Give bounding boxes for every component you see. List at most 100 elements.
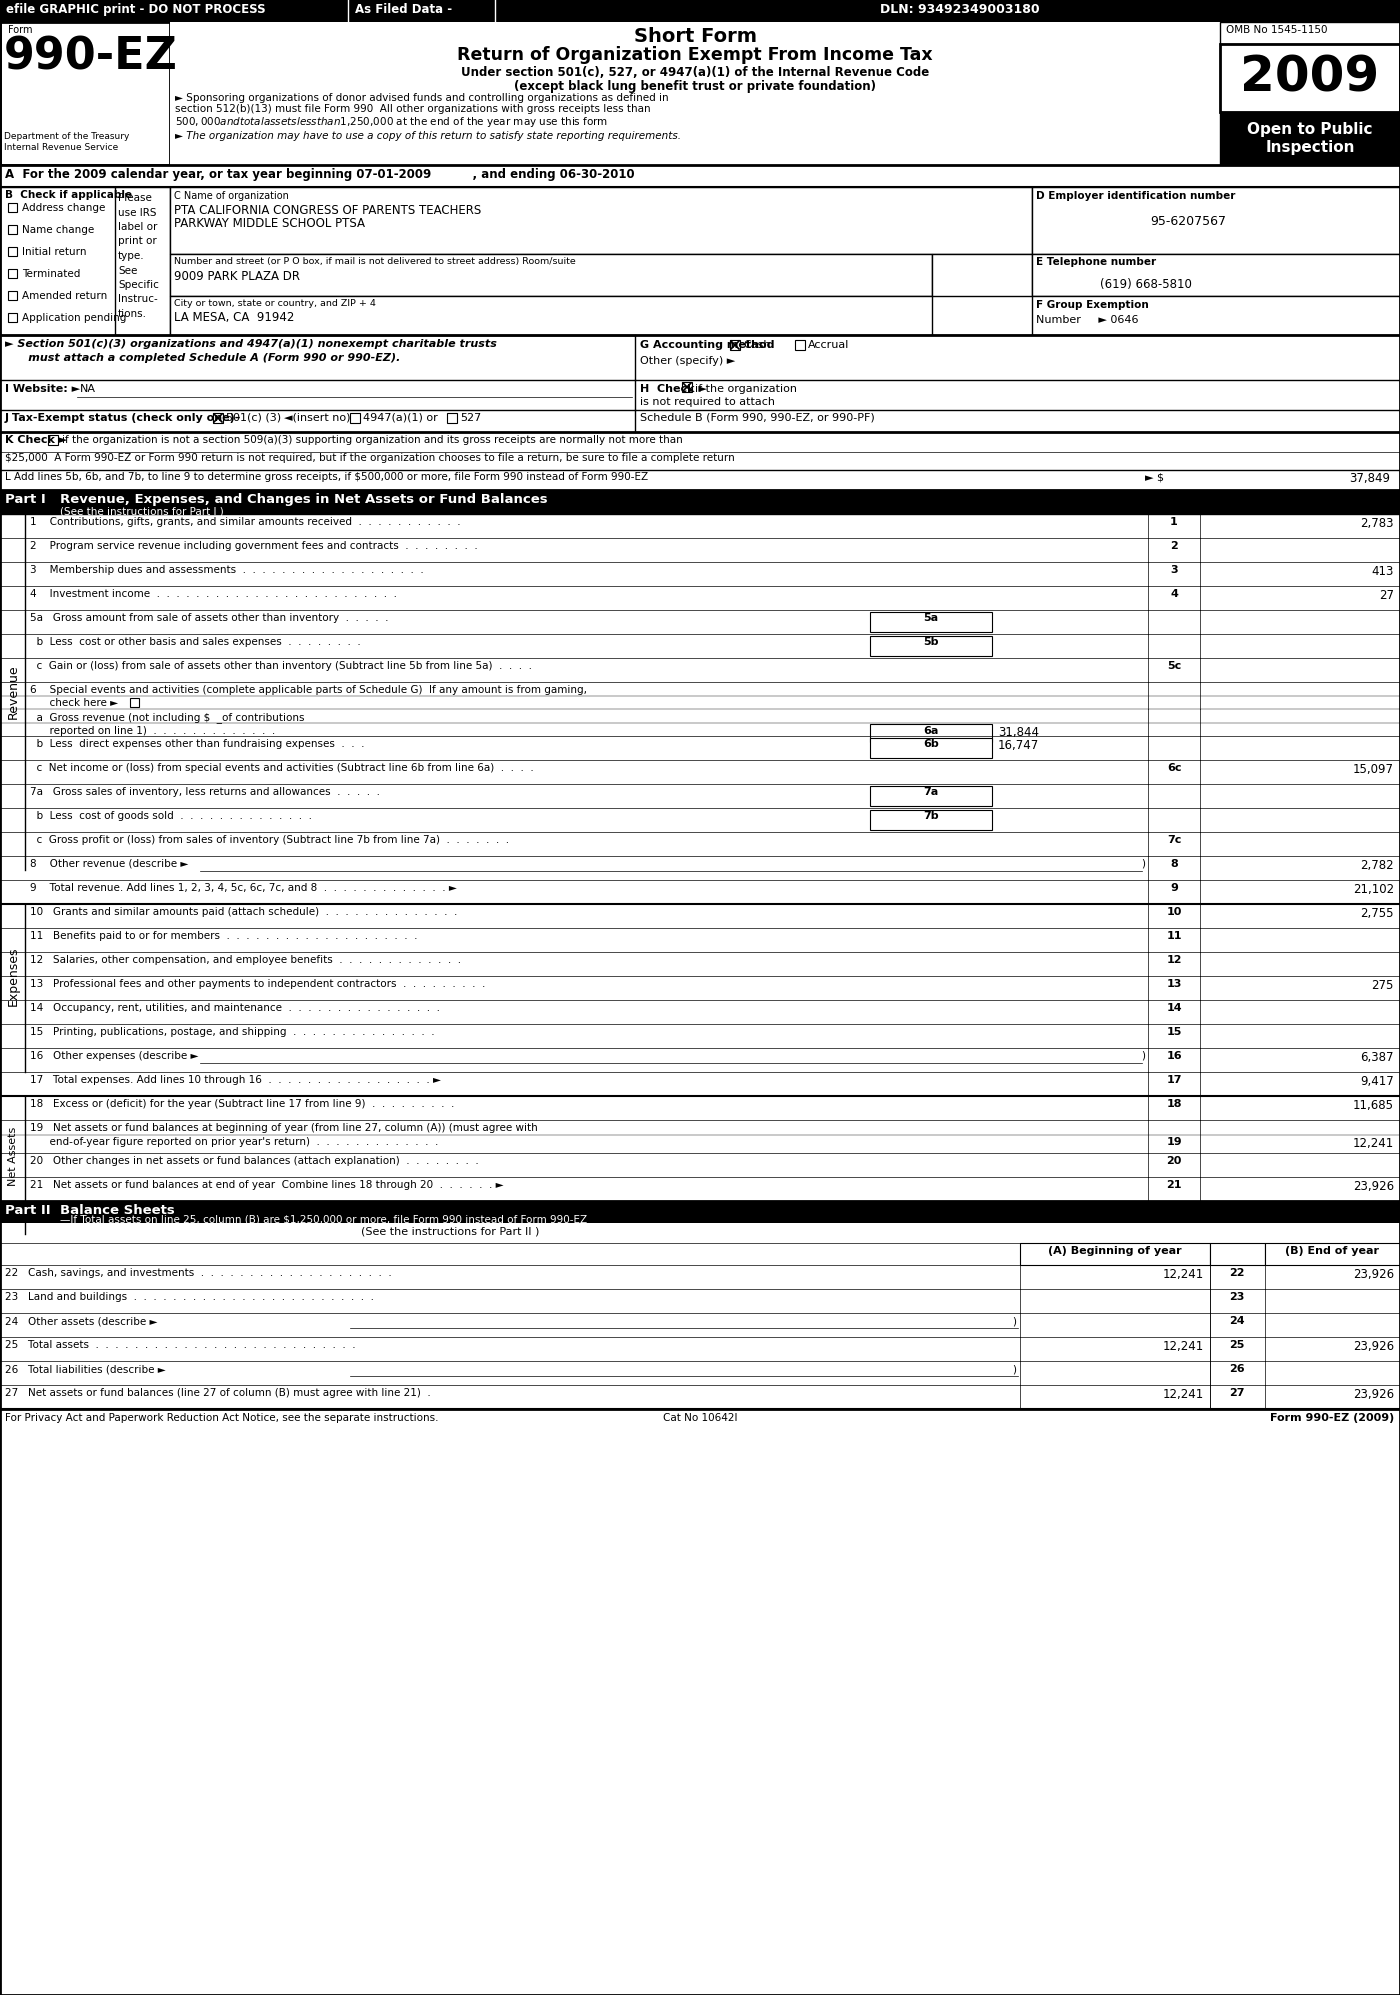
Text: 10   Grants and similar amounts paid (attach schedule)  .  .  .  .  .  .  .  .  : 10 Grants and similar amounts paid (atta… (29, 908, 458, 918)
Text: 21,102: 21,102 (1352, 884, 1394, 896)
Text: 5a: 5a (924, 612, 938, 622)
Text: 12,241: 12,241 (1163, 1341, 1204, 1353)
Text: 8    Other revenue (describe ►: 8 Other revenue (describe ► (29, 860, 189, 870)
Text: G Accounting method: G Accounting method (640, 339, 774, 349)
Text: For Privacy Act and Paperwork Reduction Act Notice, see the separate instruction: For Privacy Act and Paperwork Reduction … (6, 1412, 438, 1422)
Text: Form 990-EZ (2009): Form 990-EZ (2009) (1270, 1412, 1394, 1422)
Text: As Filed Data -: As Filed Data - (356, 4, 452, 16)
Bar (0, 0, 1400, 22)
Text: 12,241: 12,241 (1163, 1269, 1204, 1281)
Text: 2    Program service revenue including government fees and contracts  .  .  .  .: 2 Program service revenue including gove… (29, 541, 477, 551)
Bar (8, 313, 17, 321)
Text: 4: 4 (1170, 589, 1177, 598)
Bar (8, 225, 17, 233)
Text: ► $: ► $ (1145, 473, 1163, 483)
Text: H  Check ►: H Check ► (640, 383, 707, 393)
Text: 19: 19 (1166, 1137, 1182, 1147)
Text: ◄(insert no): ◄(insert no) (284, 413, 350, 423)
Text: Number     ► 0646: Number ► 0646 (1036, 315, 1138, 325)
Text: 26   Total liabilities (describe ►: 26 Total liabilities (describe ► (6, 1365, 165, 1375)
Text: E Telephone number: E Telephone number (1036, 257, 1156, 267)
Bar (115, 188, 169, 335)
Text: 5c: 5c (1166, 660, 1182, 670)
Text: 413: 413 (1372, 565, 1394, 579)
Text: 22   Cash, savings, and investments  .  .  .  .  .  .  .  .  .  .  .  .  .  .  .: 22 Cash, savings, and investments . . . … (6, 1269, 392, 1279)
Text: 7a   Gross sales of inventory, less returns and allowances  .  .  .  .  .: 7a Gross sales of inventory, less return… (29, 786, 379, 796)
Text: end-of-year figure reported on prior year's return)  .  .  .  .  .  .  .  .  .  : end-of-year figure reported on prior yea… (29, 1137, 438, 1147)
Text: Cat No 10642I: Cat No 10642I (662, 1412, 738, 1422)
Text: b  Less  cost of goods sold  .  .  .  .  .  .  .  .  .  .  .  .  .  .: b Less cost of goods sold . . . . . . . … (29, 812, 312, 822)
Text: 13   Professional fees and other payments to independent contractors  .  .  .  .: 13 Professional fees and other payments … (29, 980, 486, 990)
Text: 12,241: 12,241 (1163, 1389, 1204, 1400)
Text: Internal Revenue Service: Internal Revenue Service (4, 144, 118, 152)
Bar (350, 413, 360, 423)
Text: NA: NA (80, 383, 97, 393)
Text: is not required to attach: is not required to attach (640, 397, 776, 407)
Bar (0, 1201, 1400, 1223)
Text: D Employer identification number: D Employer identification number (1036, 192, 1235, 201)
Bar (169, 253, 932, 295)
Bar (1210, 1243, 1266, 1265)
Text: C Name of organization: C Name of organization (174, 192, 288, 201)
Text: A  For the 2009 calendar year, or tax year beginning 07-01-2009          , and e: A For the 2009 calendar year, or tax yea… (6, 168, 634, 182)
Text: 7a: 7a (924, 786, 938, 796)
Text: Part I: Part I (6, 493, 46, 507)
Text: 22: 22 (1229, 1269, 1245, 1279)
Bar (729, 339, 741, 349)
Bar (1219, 112, 1400, 166)
Text: 6b: 6b (923, 738, 939, 748)
Text: Revenue, Expenses, and Changes in Net Assets or Fund Balances: Revenue, Expenses, and Changes in Net As… (60, 493, 547, 507)
Text: label or: label or (118, 221, 157, 231)
Text: ): ) (1141, 860, 1145, 870)
Text: 31,844: 31,844 (998, 726, 1039, 738)
Text: 17: 17 (1166, 1075, 1182, 1085)
Text: K Check ►: K Check ► (6, 435, 67, 445)
Text: tions.: tions. (118, 309, 147, 319)
Text: 7c: 7c (1166, 836, 1182, 846)
Text: Balance Sheets: Balance Sheets (60, 1205, 175, 1217)
Text: 9009 PARK PLAZA DR: 9009 PARK PLAZA DR (174, 269, 300, 283)
Bar (8, 247, 17, 255)
Text: ► The organization may have to use a copy of this return to satisfy state report: ► The organization may have to use a cop… (175, 132, 680, 142)
Text: I Website: ►: I Website: ► (6, 383, 80, 393)
Text: Revenue: Revenue (7, 664, 20, 720)
Text: Specific: Specific (118, 279, 158, 289)
Text: Amended return: Amended return (22, 291, 108, 301)
Text: 1: 1 (1170, 517, 1177, 527)
Text: 3: 3 (1170, 565, 1177, 575)
Text: Return of Organization Exempt From Income Tax: Return of Organization Exempt From Incom… (458, 46, 932, 64)
Text: c  Gain or (loss) from sale of assets other than inventory (Subtract line 5b fro: c Gain or (loss) from sale of assets oth… (29, 660, 532, 670)
Text: 275: 275 (1372, 980, 1394, 992)
Text: ): ) (1141, 1051, 1145, 1061)
Text: reported on line 1)  .  .  .  .  .  .  .  .  .  .  .  .  .: reported on line 1) . . . . . . . . . . … (29, 726, 276, 736)
Text: 18: 18 (1166, 1099, 1182, 1109)
Text: 9    Total revenue. Add lines 1, 2, 3, 4, 5c, 6c, 7c, and 8  .  .  .  .  .  .  .: 9 Total revenue. Add lines 1, 2, 3, 4, 5… (29, 884, 456, 894)
Text: L Add lines 5b, 6b, and 7b, to line 9 to determine gross receipts, if $500,000 o: L Add lines 5b, 6b, and 7b, to line 9 to… (6, 473, 648, 483)
Text: 18   Excess or (deficit) for the year (Subtract line 17 from line 9)  .  .  .  .: 18 Excess or (deficit) for the year (Sub… (29, 1099, 455, 1109)
Bar (636, 335, 1400, 379)
Text: ► Section 501(c)(3) organizations and 4947(a)(1) nonexempt charitable trusts: ► Section 501(c)(3) organizations and 49… (6, 339, 497, 349)
Text: (619) 668-5810: (619) 668-5810 (1100, 277, 1191, 291)
Text: 4947(a)(1) or: 4947(a)(1) or (363, 413, 438, 423)
Text: check here ►: check here ► (29, 698, 118, 708)
Text: 27: 27 (1379, 589, 1394, 602)
Text: B  Check if applicable: B Check if applicable (6, 190, 132, 200)
Bar (447, 413, 456, 423)
Bar (1032, 188, 1400, 253)
Bar (169, 188, 1032, 253)
Text: ): ) (1012, 1317, 1016, 1327)
Text: 11   Benefits paid to or for members  .  .  .  .  .  .  .  .  .  .  .  .  .  .  : 11 Benefits paid to or for members . . .… (29, 932, 417, 942)
Text: 501(c) (3): 501(c) (3) (225, 413, 281, 423)
Text: Schedule B (Form 990, 990-EZ, or 990-PF): Schedule B (Form 990, 990-EZ, or 990-PF) (640, 413, 875, 423)
Bar (1021, 1243, 1210, 1265)
Text: 6a: 6a (924, 726, 938, 736)
Bar (932, 253, 1032, 295)
Text: 23,926: 23,926 (1352, 1179, 1394, 1193)
Text: 5b: 5b (923, 636, 939, 646)
Text: See: See (118, 265, 137, 275)
Text: ): ) (1012, 1365, 1016, 1375)
Text: 1    Contributions, gifts, grants, and similar amounts received  .  .  .  .  .  : 1 Contributions, gifts, grants, and simi… (29, 517, 461, 527)
Bar (8, 269, 17, 277)
Text: Other (specify) ►: Other (specify) ► (640, 355, 735, 365)
Text: Initial return: Initial return (22, 247, 87, 257)
